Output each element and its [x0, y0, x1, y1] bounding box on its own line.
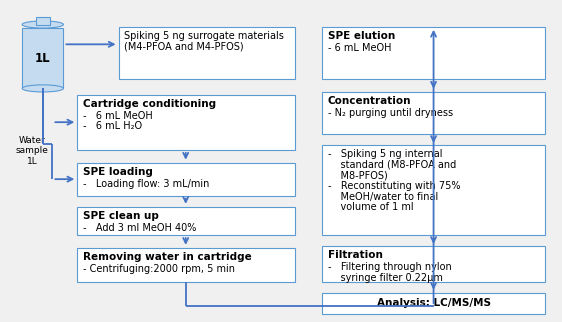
FancyBboxPatch shape — [77, 248, 294, 282]
FancyBboxPatch shape — [77, 95, 294, 150]
Text: syringe filter 0.22μm: syringe filter 0.22μm — [328, 273, 443, 283]
Text: standard (M8-PFOA and: standard (M8-PFOA and — [328, 160, 456, 170]
Text: (M4-PFOA and M4-PFOS): (M4-PFOA and M4-PFOS) — [124, 42, 244, 52]
Ellipse shape — [22, 21, 64, 28]
Text: MeOH/water to final: MeOH/water to final — [328, 192, 438, 202]
Text: - 6 mL MeOH: - 6 mL MeOH — [328, 43, 391, 53]
Text: 1L: 1L — [35, 52, 51, 65]
Text: Cartridge conditioning: Cartridge conditioning — [83, 99, 216, 109]
Ellipse shape — [22, 85, 64, 92]
Text: Filtration: Filtration — [328, 250, 383, 260]
Text: - N₂ purging until dryness: - N₂ purging until dryness — [328, 108, 453, 118]
FancyBboxPatch shape — [22, 28, 64, 89]
FancyBboxPatch shape — [119, 27, 294, 79]
Text: -   Filtering through nylon: - Filtering through nylon — [328, 262, 451, 272]
Text: -   Add 3 ml MeOH 40%: - Add 3 ml MeOH 40% — [83, 223, 196, 233]
Text: -   Loading flow: 3 mL/min: - Loading flow: 3 mL/min — [83, 179, 209, 189]
Text: SPE elution: SPE elution — [328, 31, 395, 41]
Text: M8-PFOS): M8-PFOS) — [328, 170, 388, 180]
Text: Water
sample
1L: Water sample 1L — [16, 136, 48, 166]
FancyBboxPatch shape — [322, 293, 545, 314]
Text: -   6 mL H₂O: - 6 mL H₂O — [83, 121, 142, 131]
Text: Spiking 5 ng surrogate materials: Spiking 5 ng surrogate materials — [124, 31, 284, 41]
FancyBboxPatch shape — [77, 207, 294, 235]
Text: Removing water in cartridge: Removing water in cartridge — [83, 252, 251, 262]
Text: Analysis: LC/MS/MS: Analysis: LC/MS/MS — [377, 298, 491, 308]
Text: -   Reconstituting with 75%: - Reconstituting with 75% — [328, 181, 460, 191]
Text: Concentration: Concentration — [328, 96, 411, 106]
Text: volume of 1 ml: volume of 1 ml — [328, 202, 414, 212]
Text: SPE loading: SPE loading — [83, 167, 153, 177]
Text: -   6 mL MeOH: - 6 mL MeOH — [83, 111, 152, 121]
FancyBboxPatch shape — [322, 91, 545, 134]
Text: SPE clean up: SPE clean up — [83, 211, 158, 221]
FancyBboxPatch shape — [322, 27, 545, 79]
FancyBboxPatch shape — [322, 145, 545, 235]
Text: - Centrifuging:2000 rpm, 5 min: - Centrifuging:2000 rpm, 5 min — [83, 264, 235, 274]
FancyBboxPatch shape — [35, 17, 50, 24]
FancyBboxPatch shape — [322, 246, 545, 282]
FancyBboxPatch shape — [77, 163, 294, 196]
Text: -   Spiking 5 ng internal: - Spiking 5 ng internal — [328, 149, 442, 159]
